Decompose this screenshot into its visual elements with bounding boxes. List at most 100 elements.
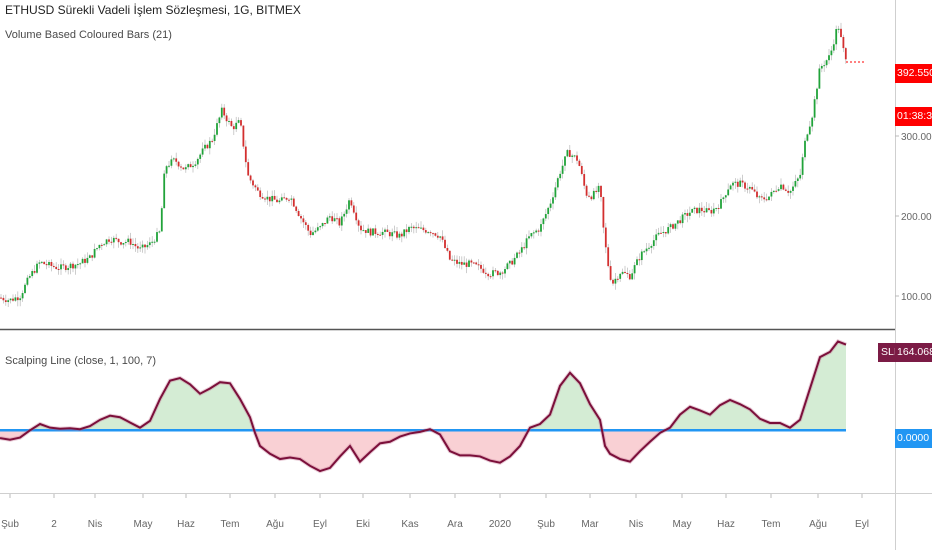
candle-body (26, 277, 29, 285)
candle-body (698, 207, 701, 214)
candle-body (374, 228, 377, 234)
candle-body (436, 235, 439, 238)
time-tick-label: Mar (581, 519, 599, 530)
candle-body (153, 241, 156, 243)
candle-body (823, 65, 826, 67)
candle-body (801, 157, 804, 175)
candle-body (7, 300, 10, 303)
candle-body (232, 126, 235, 130)
candle-body (108, 239, 110, 242)
candle-body (81, 258, 84, 264)
candle-body (76, 264, 79, 266)
candle-body (160, 208, 163, 232)
candle-body (88, 255, 91, 258)
candle-body (549, 203, 552, 208)
chart-title[interactable]: ETHUSD Sürekli Vadeli İşlem Sözleşmesi, … (5, 3, 301, 17)
candle-body (132, 244, 134, 246)
candle-body (211, 140, 214, 142)
candle-body (376, 233, 379, 235)
candle-body (532, 232, 535, 234)
candle-body (352, 205, 355, 213)
candle-body (626, 272, 629, 275)
candle-body (379, 234, 382, 236)
candle-body (556, 178, 559, 188)
candle-body (715, 208, 718, 210)
candle-body (38, 262, 41, 264)
candle-body (674, 223, 677, 229)
candle-body (348, 200, 350, 210)
candle-body (326, 217, 329, 224)
candle-body (808, 126, 811, 135)
candle-body (16, 297, 19, 301)
candle-body (417, 227, 420, 229)
candle-body (712, 208, 715, 214)
candle-body (228, 120, 230, 122)
candle-body (297, 210, 300, 216)
time-tick-label: 2 (51, 519, 57, 530)
candle-body (62, 264, 65, 266)
candle-body (506, 263, 509, 270)
candle-body (60, 264, 62, 270)
candle-body (396, 231, 398, 238)
time-tick-label: Tem (762, 519, 781, 530)
candle-body (806, 134, 809, 141)
candle-body (302, 218, 305, 223)
candle-body (283, 197, 286, 199)
candle-body (710, 210, 713, 214)
candle-body (208, 140, 211, 149)
candle-body (662, 231, 665, 233)
candle-body (381, 231, 384, 235)
candle-body (249, 175, 252, 181)
candle-body (220, 107, 223, 118)
candle-body (57, 268, 60, 270)
candle-body (309, 230, 312, 236)
candle-body (664, 231, 667, 234)
candle-body (175, 158, 178, 162)
time-tick-label: Tem (221, 519, 240, 530)
candle-body (21, 293, 24, 299)
candle-body (729, 185, 732, 190)
candle-body (669, 224, 672, 228)
candle-body (741, 180, 744, 183)
candle-body (748, 186, 751, 189)
candle-body (91, 255, 94, 258)
candle-body (544, 214, 547, 219)
candle-body (273, 195, 276, 200)
candle-body (355, 212, 358, 221)
candle-body (218, 117, 221, 124)
candle-body (307, 224, 310, 231)
candle-body (439, 236, 442, 238)
candle-body (794, 180, 797, 187)
countdown-value: 01:38:33 (897, 110, 932, 122)
price-tick-label: 100.0000 (901, 292, 932, 303)
time-tick-label: May (134, 519, 153, 530)
candle-body (650, 246, 653, 248)
candle-body (780, 184, 782, 190)
candle-body (199, 154, 202, 159)
zero-tag-value: 0.0000 (897, 432, 930, 444)
candle-body (828, 55, 830, 61)
candle-body (223, 107, 226, 116)
candle-body (525, 238, 528, 249)
candle-body (96, 248, 98, 250)
candle-body (482, 268, 485, 273)
candle-body (362, 230, 365, 232)
candle-body (679, 220, 682, 224)
oscillator-legend[interactable]: Scalping Line (close, 1, 100, 7) (5, 355, 157, 367)
candle-body (12, 298, 14, 301)
candle-body (9, 298, 12, 301)
candle-body (830, 50, 833, 56)
candle-body (429, 232, 432, 234)
candle-body (314, 230, 317, 233)
candle-body (86, 257, 89, 263)
candle-body (686, 213, 689, 216)
candle-body (700, 207, 703, 212)
indicator-legend[interactable]: Volume Based Coloured Bars (21) (5, 29, 172, 41)
candle-body (103, 244, 106, 246)
candle-body (460, 261, 463, 265)
candle-body (621, 271, 624, 274)
candle-body (765, 199, 768, 201)
candle-body (789, 190, 792, 193)
